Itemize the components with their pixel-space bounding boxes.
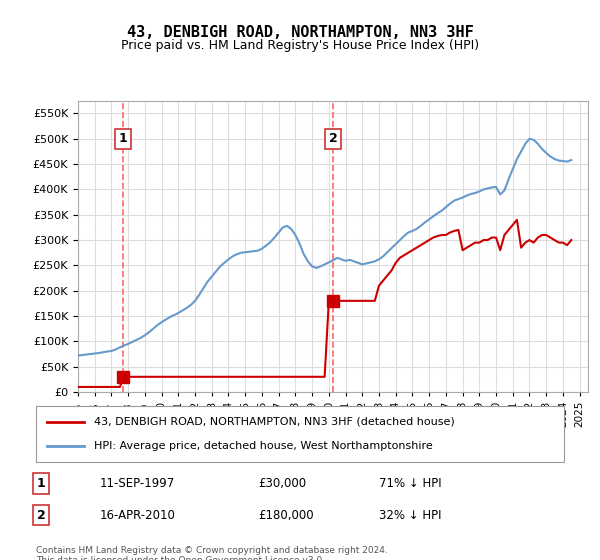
- Text: HPI: Average price, detached house, West Northamptonshire: HPI: Average price, detached house, West…: [94, 441, 433, 451]
- Text: 43, DENBIGH ROAD, NORTHAMPTON, NN3 3HF: 43, DENBIGH ROAD, NORTHAMPTON, NN3 3HF: [127, 25, 473, 40]
- Text: 1: 1: [119, 132, 128, 145]
- Text: 43, DENBIGH ROAD, NORTHAMPTON, NN3 3HF (detached house): 43, DENBIGH ROAD, NORTHAMPTON, NN3 3HF (…: [94, 417, 455, 427]
- Text: 32% ↓ HPI: 32% ↓ HPI: [379, 508, 442, 522]
- Text: 71% ↓ HPI: 71% ↓ HPI: [379, 477, 442, 490]
- Text: 11-SEP-1997: 11-SEP-1997: [100, 477, 175, 490]
- Text: £30,000: £30,000: [258, 477, 306, 490]
- Text: 2: 2: [329, 132, 337, 145]
- Text: Price paid vs. HM Land Registry's House Price Index (HPI): Price paid vs. HM Land Registry's House …: [121, 39, 479, 52]
- FancyBboxPatch shape: [36, 406, 564, 462]
- Text: 1: 1: [37, 477, 46, 490]
- Text: 2: 2: [37, 508, 46, 522]
- Text: Contains HM Land Registry data © Crown copyright and database right 2024.
This d: Contains HM Land Registry data © Crown c…: [36, 546, 388, 560]
- Text: 16-APR-2010: 16-APR-2010: [100, 508, 175, 522]
- Text: £180,000: £180,000: [258, 508, 313, 522]
